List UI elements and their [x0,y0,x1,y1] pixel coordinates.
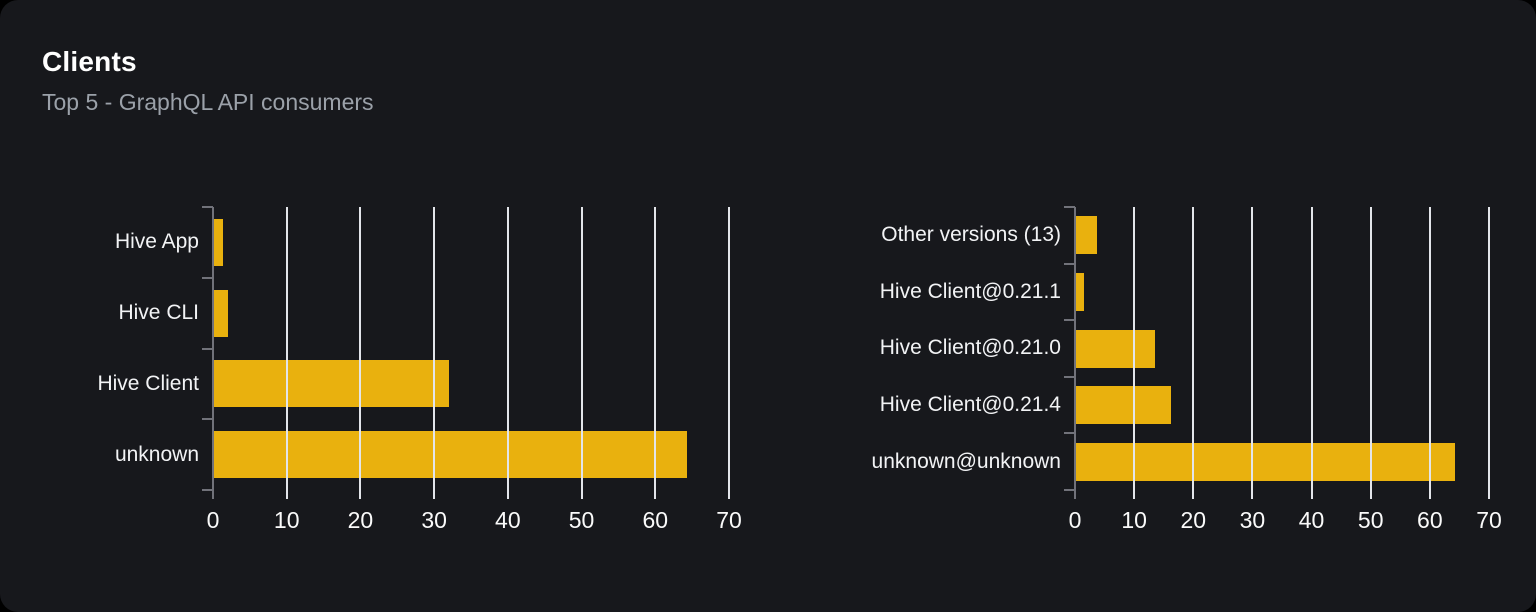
grid-line [359,207,362,499]
grid-line [1133,207,1136,499]
plot-area: 0 10 20 30 40 50 60 70 [202,206,742,533]
charts-row: Hive App Hive CLI Hive Client unknown 0 10 20 3… [42,206,1502,533]
grid-line [728,207,730,499]
x-tick-label: 40 [1298,507,1325,533]
category-label-hive-client-0-21-0: Hive Client@0.21.0 [879,336,1061,360]
card-subtitle: Top 5 - GraphQL API consumers [42,89,374,115]
category-label-unknown: unknown [114,442,199,466]
x-tick-label: 0 [206,507,220,533]
category-axis: Other versions (13) Hive Client@0.21.1 Hiv… [830,207,1075,490]
bar-unknown-unknown[interactable] [1075,442,1456,481]
grid-line [1488,207,1490,499]
grid-line [1251,207,1254,499]
bar-hive-client-0-21-4[interactable] [1075,386,1172,425]
bar-hive-app[interactable] [213,218,223,266]
grid-line [580,207,583,499]
grid-line [654,207,657,499]
x-tick-label: 70 [716,507,742,533]
category-label-other-versions-13: Other versions (13) [881,223,1061,247]
y-axis-line [1074,207,1076,490]
category-axis: Hive App Hive CLI Hive Client unknown [42,207,213,490]
y-axis-tick [202,277,213,279]
category-label-hive-cli: Hive CLI [118,301,199,325]
y-axis-tick [1064,376,1075,378]
x-tick-label: 70 [1476,507,1502,533]
y-axis-tick [1064,206,1075,208]
grid-line [433,207,436,499]
x-tick-label: 50 [1357,507,1384,533]
category-label-unknown-unknown: unknown@unknown [871,449,1061,473]
y-axis-tick [1064,489,1075,491]
clients-by-name-chart: Hive App Hive CLI Hive Client unknown 0 10 20 3… [42,206,742,533]
x-tick-label: 10 [273,507,300,533]
grid-line [1428,207,1431,499]
x-tick-label: 50 [568,507,595,533]
x-tick-label: 10 [1121,507,1147,533]
x-tick-label: 0 [1068,507,1082,533]
grid-line [1310,207,1313,499]
y-axis-tick [202,418,213,420]
category-label-hive-client: Hive Client [97,371,199,395]
x-tick-label: 30 [1239,507,1266,533]
y-axis-tick [202,348,213,350]
x-tick-label: 40 [495,507,521,533]
grid-line [1369,207,1372,499]
y-axis-tick [1064,319,1075,321]
bar-hive-client-0-21-1[interactable] [1075,272,1084,311]
x-tick-label: 20 [1180,507,1207,533]
x-axis-origin-tick [1074,490,1076,499]
x-axis-origin-tick [212,490,214,499]
clients-by-version-chart: Other versions (13) Hive Client@0.21.1 Hiv… [830,206,1502,533]
bar-hive-client[interactable] [213,360,449,408]
grid-line [506,207,509,499]
y-axis-tick [1064,432,1075,434]
bar-other-versions-13[interactable] [1075,216,1097,255]
x-tick-label: 60 [642,507,669,533]
x-tick-label: 60 [1417,507,1443,533]
plot-area: 0 10 20 30 40 50 60 70 [1064,206,1502,533]
category-label-hive-client-0-21-4: Hive Client@0.21.4 [879,393,1061,417]
y-axis-line [212,207,214,490]
category-label-hive-app: Hive App [114,230,199,254]
x-tick-label: 30 [421,507,447,533]
grid-line [285,207,288,499]
card-title: Clients [42,46,137,77]
grid-line [1192,207,1195,499]
card-header: Clients Top 5 - GraphQL API consumers [42,46,1494,116]
x-tick-label: 20 [347,507,374,533]
bar-hive-cli[interactable] [213,289,228,337]
bar-hive-client-0-21-0[interactable] [1075,329,1155,368]
y-axis-tick [202,206,213,208]
y-axis-tick [1064,263,1075,265]
y-axis-tick [202,489,213,491]
bar-unknown[interactable] [213,431,687,479]
category-label-hive-client-0-21-1: Hive Client@0.21.1 [879,279,1061,303]
